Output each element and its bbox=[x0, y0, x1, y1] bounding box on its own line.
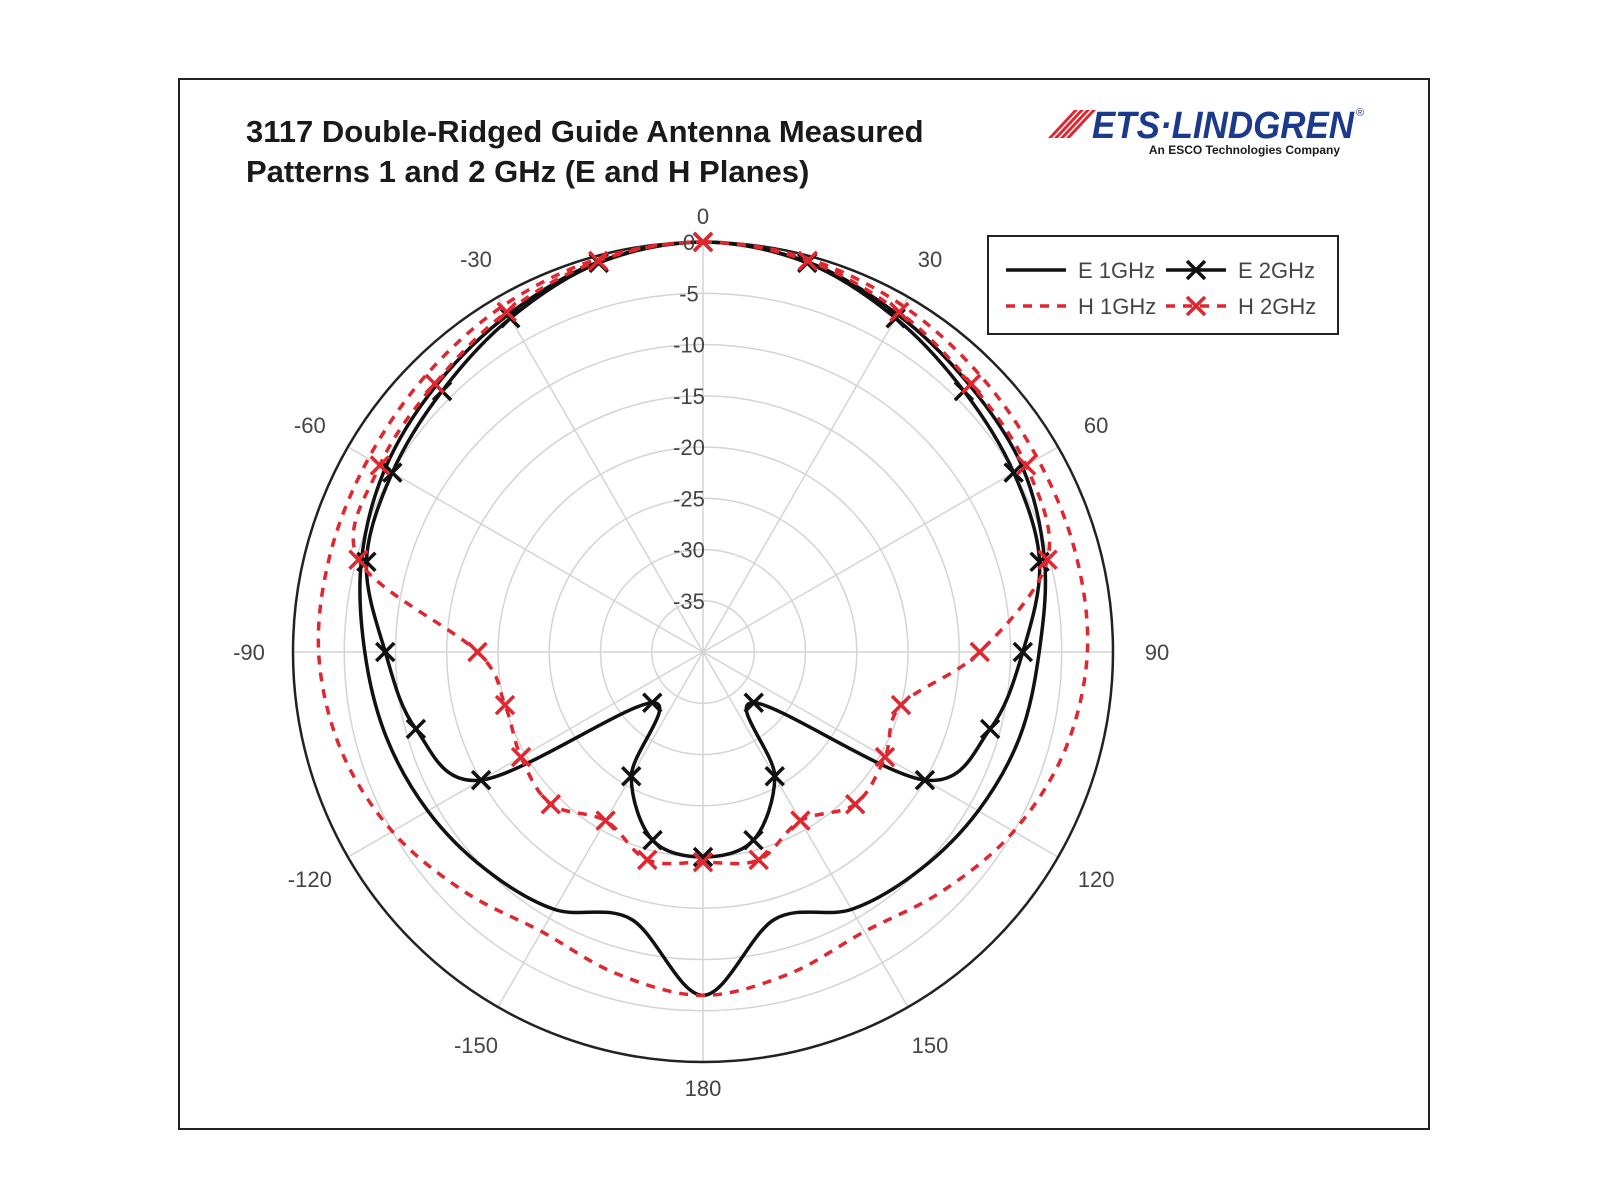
data-point-marker bbox=[382, 462, 403, 483]
angle-tick-label: 0 bbox=[697, 204, 709, 229]
series-h-2ghz bbox=[348, 231, 1058, 873]
data-point-marker bbox=[470, 769, 492, 791]
data-point-marker bbox=[595, 810, 616, 831]
legend-box bbox=[987, 235, 1339, 335]
data-point-marker bbox=[748, 849, 769, 871]
radial-tick-label: -10 bbox=[673, 333, 705, 358]
data-point-marker bbox=[642, 692, 663, 713]
radial-tick-label: -35 bbox=[673, 589, 705, 614]
signal-waves-icon bbox=[1048, 110, 1096, 138]
tick-labels: 0 30 60 90 120 150 180 -150 -120 -90 -60 -30 0 -5 -10 -… bbox=[233, 204, 1169, 1101]
series-layer bbox=[316, 231, 1090, 998]
angle-tick-label: -150 bbox=[454, 1033, 498, 1058]
legend-label: E 2GHz bbox=[1238, 258, 1315, 283]
chart-title-line-1: 3117 Double-Ridged Guide Antenna Measure… bbox=[246, 114, 924, 149]
grid-spoke bbox=[497, 296, 704, 653]
grid-spoke bbox=[347, 446, 704, 653]
data-point-marker bbox=[1012, 641, 1034, 663]
radial-tick-label: -30 bbox=[673, 538, 705, 563]
data-point-marker bbox=[424, 373, 446, 395]
data-point-marker bbox=[494, 694, 516, 716]
grid-spoke bbox=[702, 446, 1059, 653]
radial-tick-label: -25 bbox=[673, 486, 705, 511]
data-point-marker bbox=[496, 301, 517, 323]
grid-spoke bbox=[702, 651, 909, 1008]
logo-brand-text: ETS·LINDGREN bbox=[1092, 105, 1355, 147]
data-point-marker bbox=[510, 746, 532, 768]
data-point-marker bbox=[1037, 549, 1058, 570]
data-point-marker bbox=[914, 769, 936, 791]
data-point-marker bbox=[890, 694, 912, 716]
data-point-marker bbox=[587, 250, 609, 272]
data-point-marker bbox=[369, 455, 391, 476]
data-point-marker bbox=[405, 718, 427, 740]
angle-tick-label: 30 bbox=[918, 247, 942, 272]
legend-entry: H 1GHz bbox=[1006, 294, 1156, 319]
data-point-marker bbox=[348, 549, 369, 570]
data-point-marker bbox=[1003, 462, 1024, 483]
radial-tick-label: -15 bbox=[673, 384, 705, 409]
data-point-marker bbox=[621, 766, 642, 787]
data-point-marker bbox=[844, 793, 866, 815]
radial-tick-label: -20 bbox=[673, 435, 705, 460]
polar-grid bbox=[291, 240, 1115, 1064]
data-point-marker bbox=[467, 641, 488, 663]
data-point-marker bbox=[743, 829, 764, 851]
data-point-marker bbox=[790, 810, 811, 831]
data-point-marker bbox=[540, 793, 562, 815]
data-point-marker bbox=[692, 851, 714, 873]
chart-title: 3117 Double-Ridged Guide Antenna Measure… bbox=[246, 112, 1006, 192]
angle-tick-label: -120 bbox=[288, 867, 332, 892]
legend-entry: E 2GHz bbox=[1166, 258, 1315, 283]
series-h-1ghz bbox=[316, 240, 1090, 998]
grid-spoke bbox=[497, 651, 704, 1008]
data-point-marker bbox=[979, 718, 1001, 740]
angle-tick-label: 90 bbox=[1145, 640, 1169, 665]
angle-tick-label: -30 bbox=[460, 247, 492, 272]
legend-marker bbox=[1185, 259, 1207, 281]
data-point-marker bbox=[375, 641, 396, 663]
data-point-marker bbox=[642, 829, 663, 851]
logo-registered-mark: ® bbox=[1356, 107, 1364, 119]
data-point-marker bbox=[637, 849, 658, 871]
chart-title-line-2: Patterns 1 and 2 GHz (E and H Planes) bbox=[246, 154, 810, 189]
data-point-marker bbox=[1015, 455, 1037, 476]
data-point-marker bbox=[889, 301, 910, 323]
radial-tick-label: 0 bbox=[683, 230, 695, 255]
data-point-marker bbox=[797, 250, 819, 272]
legend-label: H 2GHz bbox=[1238, 294, 1316, 319]
series-line bbox=[316, 240, 1090, 998]
angle-tick-label: 120 bbox=[1078, 867, 1115, 892]
ets-lindgren-logo: ETS·LINDGREN ® An ESCO Technologies Comp… bbox=[1048, 105, 1364, 157]
data-point-marker bbox=[764, 766, 785, 787]
angle-tick-label: -60 bbox=[294, 413, 326, 438]
angle-tick-label: 150 bbox=[912, 1033, 949, 1058]
grid-spoke bbox=[702, 296, 909, 653]
data-point-marker bbox=[960, 373, 982, 395]
legend-label: E 1GHz bbox=[1078, 258, 1155, 283]
legend-label: H 1GHz bbox=[1078, 294, 1156, 319]
legend-entry: E 1GHz bbox=[1006, 258, 1155, 283]
logo-tagline: An ESCO Technologies Company bbox=[1149, 143, 1340, 157]
chart-legend: E 1GHz E 2GHz H 1GHz H 2GHz bbox=[987, 235, 1339, 335]
data-point-marker bbox=[743, 692, 764, 713]
data-point-marker bbox=[692, 231, 714, 253]
legend-marker bbox=[1185, 295, 1207, 317]
angle-tick-label: -90 bbox=[233, 640, 265, 665]
data-point-marker bbox=[969, 641, 990, 663]
angle-tick-label: 180 bbox=[685, 1076, 722, 1101]
radial-tick-label: -5 bbox=[679, 281, 699, 306]
data-point-marker bbox=[874, 746, 896, 768]
angle-tick-label: 60 bbox=[1084, 413, 1108, 438]
legend-entry: H 2GHz bbox=[1166, 294, 1316, 319]
